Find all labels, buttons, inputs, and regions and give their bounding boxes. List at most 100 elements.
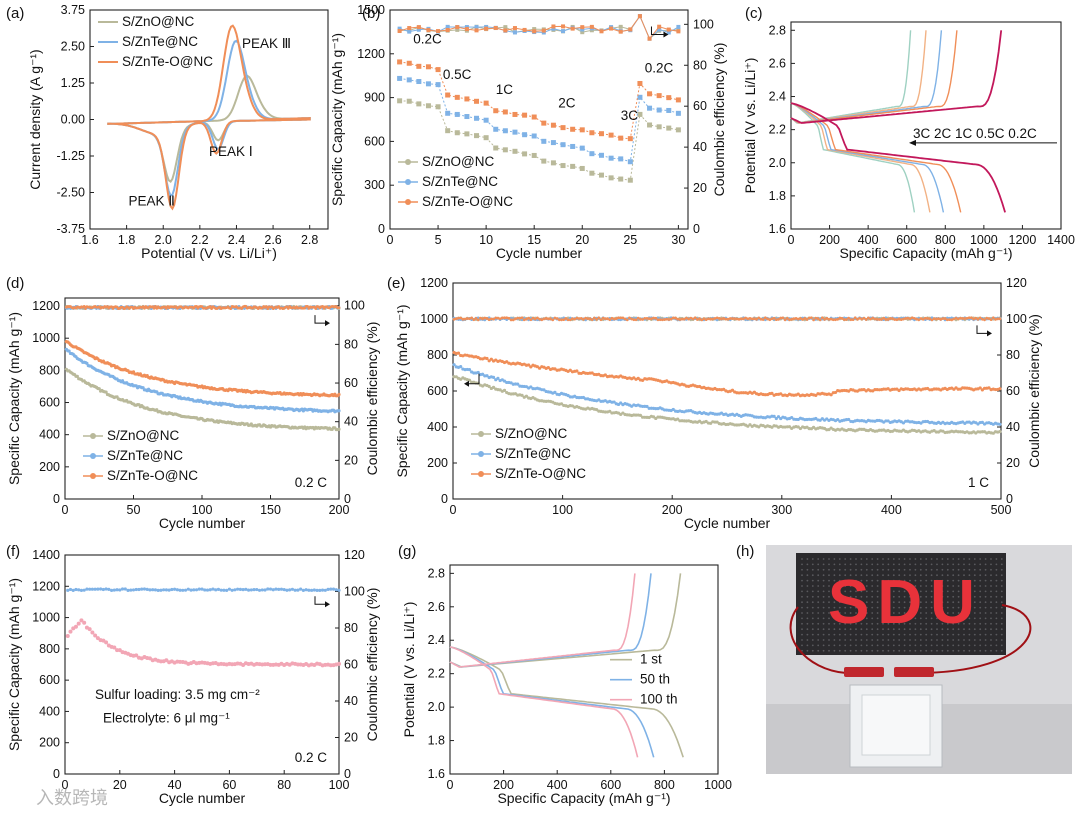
perfboard-hole: [801, 595, 803, 598]
ce-point: [306, 304, 309, 308]
y2-axis-label: Coulombic efficiency (%): [364, 588, 380, 742]
capacity-point: [612, 400, 616, 404]
ce-point: [329, 587, 333, 591]
perfboard-hole: [990, 644, 992, 647]
perfboard-hole: [871, 644, 874, 647]
perfboard-hole: [925, 628, 928, 631]
perfboard-hole: [936, 563, 938, 566]
ce-point: [632, 318, 636, 322]
perfboard-hole: [909, 617, 911, 620]
ce-point: [597, 316, 601, 320]
y-tick-label: 2.8: [769, 23, 786, 37]
y2-tick-label: 80: [1006, 348, 1020, 362]
ce-point: [474, 317, 478, 320]
perfboard-hole: [855, 606, 857, 609]
cv-curve-s-znte-o-nc: [107, 24, 311, 211]
perfboard-hole: [871, 628, 874, 631]
perfboard-hole: [865, 612, 868, 614]
capacity-point: [546, 366, 550, 370]
ce-point: [279, 587, 284, 591]
perfboard-hole: [990, 585, 992, 587]
perfboard-hole: [919, 612, 922, 614]
perfboard-hole: [1000, 633, 1003, 636]
perfboard-hole: [941, 622, 944, 625]
perfboard-hole: [838, 558, 841, 560]
capacity-point: [901, 421, 906, 425]
perfboard-hole: [919, 606, 922, 609]
perfboard-hole: [806, 579, 809, 582]
perfboard-hole: [865, 644, 868, 647]
perfboard-hole: [919, 574, 922, 577]
perfboard-hole: [930, 590, 933, 593]
rate-point: [464, 96, 470, 102]
capacity-point: [884, 419, 888, 423]
perfboard-hole: [990, 622, 992, 625]
ce-point: [553, 316, 557, 320]
perfboard-hole: [876, 617, 879, 620]
perfboard-hole: [811, 574, 814, 577]
ce-point: [989, 318, 993, 322]
panel-b: (b)0 5 10 15 20 25 300300600900120015000204060…: [329, 3, 727, 261]
perfboard-hole: [882, 585, 884, 587]
perfboard-hole: [828, 639, 830, 641]
ce-point: [926, 317, 929, 320]
ce-point: [715, 318, 719, 322]
ce-point: [666, 27, 671, 32]
perfboard-hole: [952, 558, 955, 560]
x-axis-label: Specific Capacity (mAh g⁻¹): [839, 245, 1012, 261]
ce-point: [151, 588, 155, 592]
perfboard-hole: [882, 590, 884, 593]
perfboard-hole: [925, 563, 928, 566]
ce-point: [96, 587, 100, 591]
y2-tick-label: 100: [1006, 312, 1027, 326]
x-tick-label: 2.2: [191, 233, 208, 247]
ce-point: [271, 588, 275, 592]
x-tick-label: 5: [435, 233, 442, 247]
ce-point: [987, 317, 991, 321]
perfboard-hole: [946, 558, 949, 560]
ce-point: [858, 316, 862, 320]
perfboard-hole: [817, 585, 820, 587]
ce-point: [617, 318, 620, 322]
ce-point: [790, 317, 794, 321]
x-tick-label: 800: [935, 233, 956, 247]
ce-point: [608, 318, 612, 322]
capacity-point: [164, 658, 169, 663]
perfboard-hole: [946, 579, 949, 582]
y2-axis-label: Coulombic efficiency (%): [364, 322, 380, 476]
ce-point: [717, 317, 721, 320]
annotation-peak-2: PEAK Ⅱ: [128, 194, 174, 209]
ce-point: [657, 27, 662, 32]
ce-point: [397, 28, 402, 33]
ce-point: [464, 25, 469, 30]
perfboard-hole: [973, 585, 976, 587]
perfboard-hole: [963, 639, 965, 641]
y-tick-label: 600: [364, 134, 385, 148]
perfboard-hole: [844, 649, 847, 652]
ce-point: [980, 317, 984, 321]
plot-frame: [389, 9, 689, 230]
perfboard-hole: [995, 595, 998, 598]
perfboard-hole: [936, 622, 938, 625]
rate-point: [675, 97, 681, 103]
rate-point: [647, 91, 653, 97]
capacity-point: [770, 391, 774, 395]
perfboard-hole: [822, 579, 825, 582]
rate-point: [454, 111, 460, 117]
perfboard-hole: [882, 568, 884, 571]
perfboard-hole: [979, 579, 982, 582]
perfboard-hole: [876, 649, 879, 652]
y-tick-label: 1200: [32, 579, 60, 593]
perfboard-hole: [925, 601, 928, 604]
perfboard-hole: [865, 590, 868, 593]
perfboard-hole: [941, 633, 944, 636]
perfboard-hole: [860, 606, 863, 609]
ce-point: [503, 25, 508, 30]
perfboard-hole: [801, 574, 803, 577]
perfboard-hole: [876, 606, 879, 609]
rate-point: [570, 163, 576, 169]
rate-point: [656, 124, 662, 130]
rate-point: [416, 79, 422, 85]
perfboard-hole: [828, 633, 830, 636]
perfboard-hole: [984, 585, 987, 587]
